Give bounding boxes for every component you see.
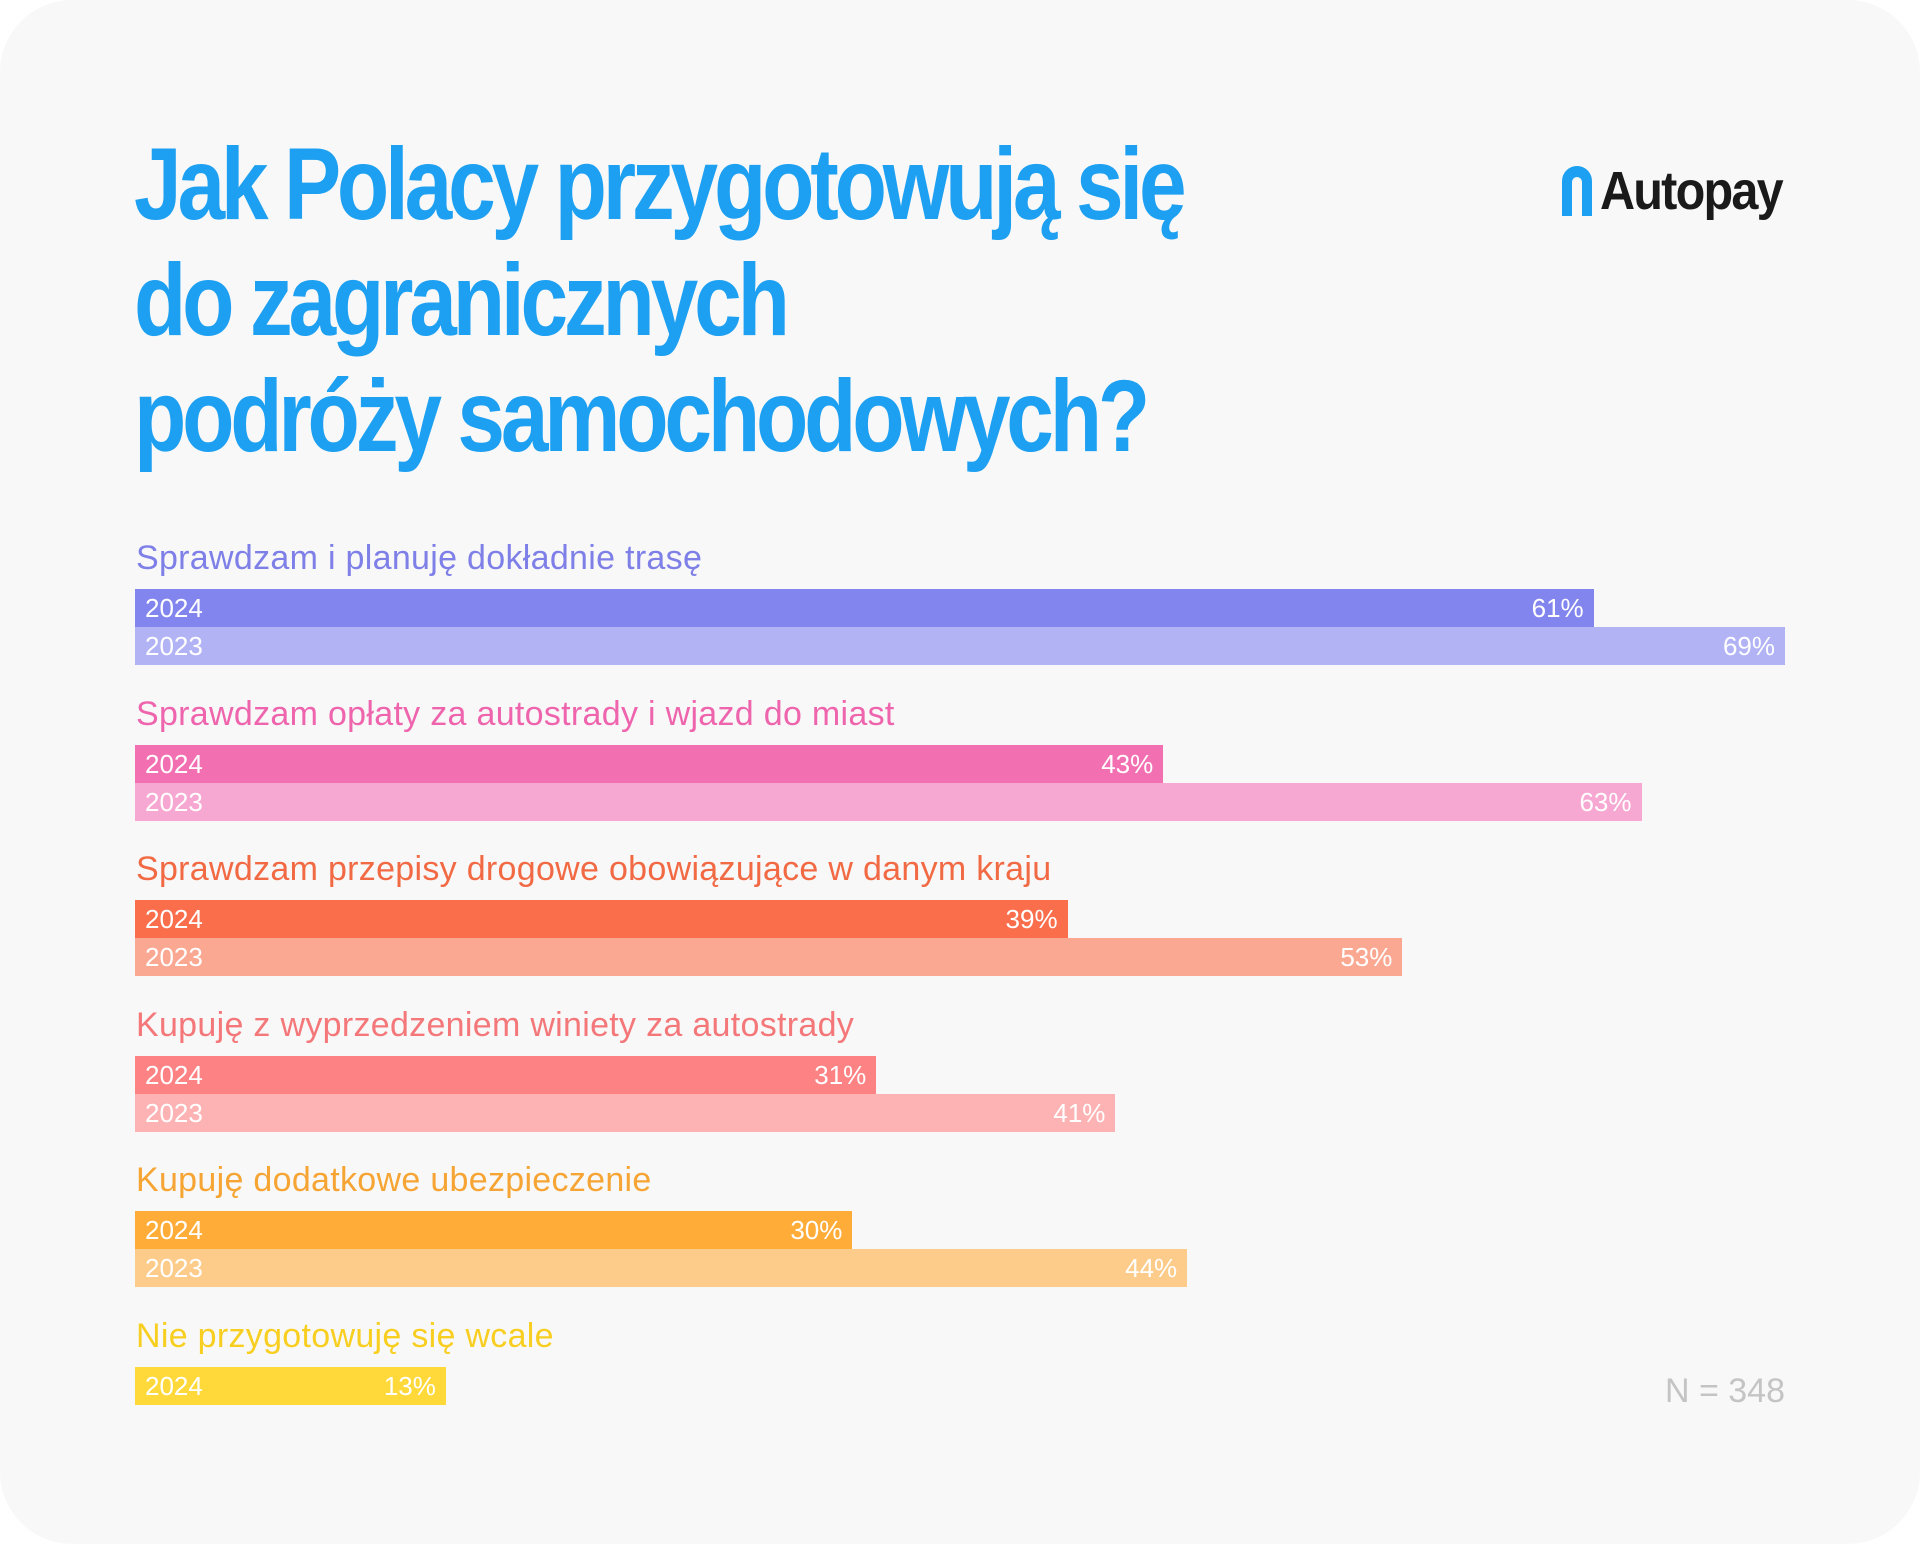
- bar-value-label: 13%: [383, 1371, 436, 1401]
- bar-year-label: 2024: [145, 593, 203, 623]
- bar-value-label: 43%: [1101, 748, 1154, 779]
- bar-value-label: 61%: [1531, 593, 1584, 623]
- bar-year-label: 2023: [145, 1097, 203, 1128]
- bar-2023: 2023 53%: [135, 938, 1403, 977]
- category-label: Sprawdzam przepisy drogowe obowiązujące …: [136, 850, 1052, 889]
- logo-text: Autopay: [1600, 161, 1784, 221]
- category-label: Sprawdzam opłaty za autostrady i wjazd d…: [136, 694, 895, 733]
- bar-year-label: 2024: [145, 1215, 203, 1246]
- title-line-3: podróży samochodowych?: [134, 359, 1150, 473]
- bar-value-label: 31%: [814, 1059, 867, 1090]
- bar-value-label: 44%: [1125, 1253, 1178, 1284]
- bar-year-label: 2024: [145, 1371, 203, 1401]
- bar-value-label: 30%: [790, 1215, 843, 1246]
- autopay-logo: Autopay: [1562, 164, 1802, 218]
- bar-2024: 2024 31%: [135, 1055, 877, 1094]
- bar-value-label: 41%: [1053, 1097, 1106, 1128]
- bar-2023: 2023 63%: [135, 782, 1642, 821]
- bar-value-label: 39%: [1005, 904, 1058, 935]
- category-label: Sprawdzam i planuję dokładnie trasę: [136, 539, 703, 577]
- bar-value-label: 69%: [1722, 631, 1775, 661]
- autopay-arch-icon: [1562, 166, 1592, 216]
- bar-2023: 2023 44%: [135, 1249, 1188, 1288]
- bar-year-label: 2024: [145, 1059, 203, 1090]
- title-line-1: Jak Polacy przygotowują się: [134, 127, 1187, 241]
- title-line-2: do zagranicznych: [134, 243, 790, 357]
- chart-title: Jak Polacy przygotowują się do zagranicz…: [134, 126, 1187, 474]
- bar-2024: 2024 61%: [135, 589, 1594, 627]
- bar-value-label: 63%: [1579, 786, 1632, 817]
- category-label: Kupuję z wyprzedzeniem winiety za autost…: [136, 1005, 855, 1044]
- sample-size-note: N = 348: [1664, 1372, 1785, 1410]
- bar-2023: 2023 41%: [135, 1093, 1116, 1132]
- bar-2024: 2024 30%: [135, 1211, 853, 1250]
- bar-2024: 2024 39%: [135, 900, 1068, 939]
- bar-2023: 2023 69%: [135, 627, 1785, 665]
- bar-2024: 2024 43%: [135, 744, 1164, 783]
- bar-value-label: 53%: [1340, 942, 1393, 973]
- bar-year-label: 2024: [145, 904, 203, 935]
- bar-year-label: 2023: [145, 786, 203, 817]
- category-label: Kupuję dodatkowe ubezpieczenie: [136, 1161, 652, 1200]
- bar-year-label: 2024: [145, 748, 203, 779]
- bar-year-label: 2023: [145, 942, 203, 973]
- category-label: Nie przygotowuję się wcale: [136, 1317, 554, 1355]
- bar-year-label: 2023: [145, 631, 203, 661]
- bar-year-label: 2023: [145, 1253, 203, 1284]
- bar-2024: 2024 13%: [135, 1367, 446, 1405]
